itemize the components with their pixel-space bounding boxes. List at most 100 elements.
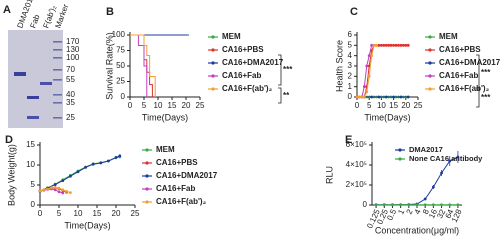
- legend-marker: [145, 187, 149, 191]
- marker-band: [53, 41, 62, 43]
- x-tick-label: 25: [131, 209, 140, 218]
- x-tick-label: 10: [74, 209, 83, 218]
- series-line: [357, 44, 409, 98]
- legend-marker: [145, 200, 149, 204]
- legend-label: CA16+DMA2017: [222, 58, 284, 67]
- data-point: [99, 161, 103, 165]
- data-point: [65, 190, 68, 193]
- data-point: [375, 43, 378, 47]
- legend-label: CA16+PBS: [222, 45, 264, 54]
- significance-bracket: [476, 54, 480, 91]
- marker-band: [53, 117, 62, 119]
- legend-label: CA16+PBS: [439, 45, 481, 54]
- data-point: [399, 203, 403, 207]
- significance: **: [283, 91, 290, 100]
- legend-marker: [428, 48, 432, 52]
- series-line: [130, 34, 156, 97]
- x-tick-label: 10: [377, 101, 386, 110]
- legend-label: CA16+F(ab')₂: [156, 197, 207, 206]
- y-tick-label: 0: [121, 92, 126, 101]
- x-tick-label: 20: [182, 101, 191, 110]
- data-point: [415, 203, 419, 207]
- y-tick-label: 3: [348, 61, 353, 70]
- data-point: [355, 95, 359, 99]
- legend-label: CA16+F(ab')₂: [222, 84, 273, 93]
- data-point: [407, 203, 411, 207]
- y-tick-label: 1: [348, 82, 353, 91]
- marker-size: 170: [66, 37, 80, 46]
- marker-band: [53, 57, 62, 59]
- legend-marker: [145, 174, 149, 178]
- marker-band: [53, 102, 62, 104]
- data-point: [57, 186, 61, 190]
- marker-size: 70: [66, 65, 75, 74]
- legend-marker: [398, 157, 402, 161]
- y-tick-label: 10: [26, 160, 35, 169]
- panel-letter: B: [106, 6, 114, 18]
- data-point: [42, 188, 46, 192]
- x-tick-label: 20: [112, 209, 121, 218]
- x-tick-label: 5: [57, 209, 62, 218]
- lane-label: Fab: [28, 13, 41, 30]
- marker-size: 25: [66, 113, 75, 122]
- legend-label: MEM: [156, 145, 175, 154]
- x-tick-label: 16: [427, 207, 439, 219]
- data-point: [372, 43, 376, 47]
- x-tick-label: 2: [405, 207, 415, 215]
- legend-label: MEM: [222, 32, 241, 41]
- x-tick-label: 5: [367, 101, 372, 110]
- x-tick-label: 8: [421, 207, 431, 215]
- y-tick-label: 0: [348, 92, 353, 101]
- y-tick-label: 0: [31, 200, 36, 209]
- significance: ***: [481, 93, 491, 102]
- y-tick-label: 2: [348, 71, 353, 80]
- y-axis-label: RLU: [324, 166, 334, 184]
- y-tick-label: 4×10⁵: [346, 160, 367, 169]
- legend-marker: [428, 61, 432, 65]
- data-point: [456, 203, 460, 207]
- data-point: [387, 43, 391, 47]
- data-point: [377, 95, 381, 99]
- legend-label: CA16+PBS: [156, 158, 198, 167]
- y-tick-label: 100: [112, 30, 126, 39]
- x-axis-label: Concentration(μg/ml): [375, 225, 459, 235]
- data-point: [76, 170, 80, 174]
- data-point: [448, 203, 452, 207]
- data-point: [394, 43, 398, 47]
- data-point: [370, 95, 374, 99]
- data-point: [84, 166, 87, 169]
- legend-marker: [211, 87, 215, 91]
- marker-size: 130: [66, 45, 80, 54]
- data-point: [406, 43, 410, 47]
- marker-size: 35: [66, 98, 75, 107]
- marker-band: [53, 69, 62, 71]
- data-point: [61, 188, 65, 192]
- x-tick-label: 64: [444, 207, 456, 219]
- y-tick-label: 15: [26, 140, 35, 149]
- series-line: [357, 44, 377, 98]
- data-point: [69, 174, 72, 178]
- data-point: [384, 43, 388, 47]
- data-point: [367, 74, 371, 78]
- data-point: [53, 183, 57, 187]
- data-point: [362, 85, 366, 89]
- data-point: [370, 54, 374, 58]
- x-axis-label: Time(Days): [64, 220, 110, 230]
- legend-marker: [145, 161, 149, 165]
- data-point: [377, 43, 381, 47]
- x-tick-label: 15: [93, 209, 102, 218]
- x-tick-label: 20: [401, 101, 410, 110]
- legend-label: CA16+Fab: [439, 71, 478, 80]
- gel-band: [27, 116, 39, 119]
- y-axis-label: Health Score: [334, 40, 344, 92]
- y-tick-label: 5: [348, 40, 353, 49]
- significance: ***: [481, 68, 491, 77]
- y-tick-label: 5: [31, 180, 36, 189]
- legend-marker: [428, 35, 432, 39]
- x-axis-label: Time(Days): [142, 112, 188, 122]
- data-point: [365, 64, 369, 68]
- data-point: [61, 179, 65, 183]
- x-tick-label: 32: [435, 207, 447, 219]
- significance-bracket: [278, 87, 282, 104]
